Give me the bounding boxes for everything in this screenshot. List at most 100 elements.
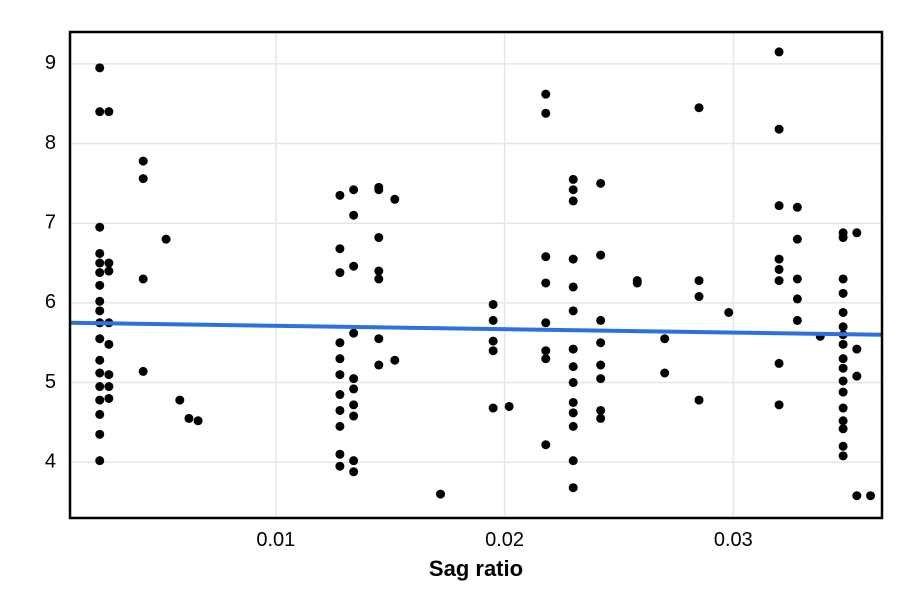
x-tick-label: 0.01 — [256, 529, 295, 551]
data-point — [139, 367, 148, 376]
data-point — [775, 125, 784, 134]
data-point — [184, 414, 193, 423]
data-point — [349, 400, 358, 409]
data-point — [775, 359, 784, 368]
data-point — [139, 157, 148, 166]
data-point — [335, 338, 344, 347]
data-point — [95, 334, 104, 343]
data-point — [852, 372, 861, 381]
data-point — [374, 334, 383, 343]
data-point — [489, 346, 498, 355]
data-point — [95, 281, 104, 290]
x-tick-label: 0.02 — [485, 529, 524, 551]
data-point — [349, 384, 358, 393]
data-point — [569, 196, 578, 205]
data-point — [95, 396, 104, 405]
data-point — [505, 402, 514, 411]
scatter-chart: 4567890.010.020.03Sag ratio — [0, 0, 899, 600]
data-point — [335, 191, 344, 200]
data-point — [139, 174, 148, 183]
data-point — [95, 223, 104, 232]
plot-panel — [70, 32, 882, 518]
data-point — [349, 467, 358, 476]
data-point — [569, 456, 578, 465]
data-point — [793, 203, 802, 212]
data-point — [596, 338, 605, 347]
data-point — [569, 255, 578, 264]
data-point — [349, 329, 358, 338]
data-point — [852, 491, 861, 500]
data-point — [335, 390, 344, 399]
data-point — [335, 370, 344, 379]
data-point — [436, 490, 445, 499]
data-point — [95, 410, 104, 419]
data-point — [775, 265, 784, 274]
data-point — [104, 394, 113, 403]
data-point — [695, 103, 704, 112]
data-point — [596, 361, 605, 370]
data-point — [489, 316, 498, 325]
data-point — [95, 259, 104, 268]
data-point — [335, 268, 344, 277]
data-point — [335, 462, 344, 471]
data-point — [335, 406, 344, 415]
x-tick-label: 0.03 — [714, 529, 753, 551]
data-point — [695, 292, 704, 301]
data-point — [724, 308, 733, 317]
data-point — [374, 267, 383, 276]
data-point — [95, 356, 104, 365]
y-tick-label: 8 — [45, 132, 56, 154]
data-point — [541, 278, 550, 287]
data-point — [95, 306, 104, 315]
data-point — [95, 297, 104, 306]
data-point — [839, 289, 848, 298]
data-point — [793, 316, 802, 325]
data-point — [349, 211, 358, 220]
data-point — [695, 276, 704, 285]
y-tick-label: 4 — [45, 451, 56, 473]
data-point — [569, 408, 578, 417]
data-point — [569, 345, 578, 354]
data-point — [839, 451, 848, 460]
data-point — [541, 354, 550, 363]
data-point — [660, 368, 669, 377]
data-point — [489, 337, 498, 346]
data-point — [349, 185, 358, 194]
data-point — [104, 382, 113, 391]
data-point — [569, 398, 578, 407]
data-point — [775, 201, 784, 210]
x-axis-label: Sag ratio — [429, 556, 523, 581]
data-point — [839, 340, 848, 349]
data-point — [569, 378, 578, 387]
data-point — [104, 267, 113, 276]
data-point — [569, 282, 578, 291]
data-point — [95, 63, 104, 72]
data-point — [852, 228, 861, 237]
data-point — [839, 388, 848, 397]
data-point — [335, 422, 344, 431]
data-point — [596, 414, 605, 423]
data-point — [139, 274, 148, 283]
data-point — [374, 361, 383, 370]
data-point — [104, 370, 113, 379]
y-tick-label: 6 — [45, 291, 56, 313]
y-tick-label: 5 — [45, 371, 56, 393]
data-point — [95, 456, 104, 465]
data-point — [374, 185, 383, 194]
chart-svg: 4567890.010.020.03Sag ratio — [0, 0, 899, 600]
data-point — [839, 416, 848, 425]
data-point — [839, 322, 848, 331]
data-point — [335, 450, 344, 459]
data-point — [569, 362, 578, 371]
data-point — [95, 368, 104, 377]
data-point — [569, 483, 578, 492]
data-point — [569, 175, 578, 184]
data-point — [839, 404, 848, 413]
data-point — [596, 374, 605, 383]
data-point — [839, 442, 848, 451]
data-point — [104, 259, 113, 268]
data-point — [839, 233, 848, 242]
data-point — [569, 306, 578, 315]
data-point — [335, 244, 344, 253]
data-point — [793, 274, 802, 283]
